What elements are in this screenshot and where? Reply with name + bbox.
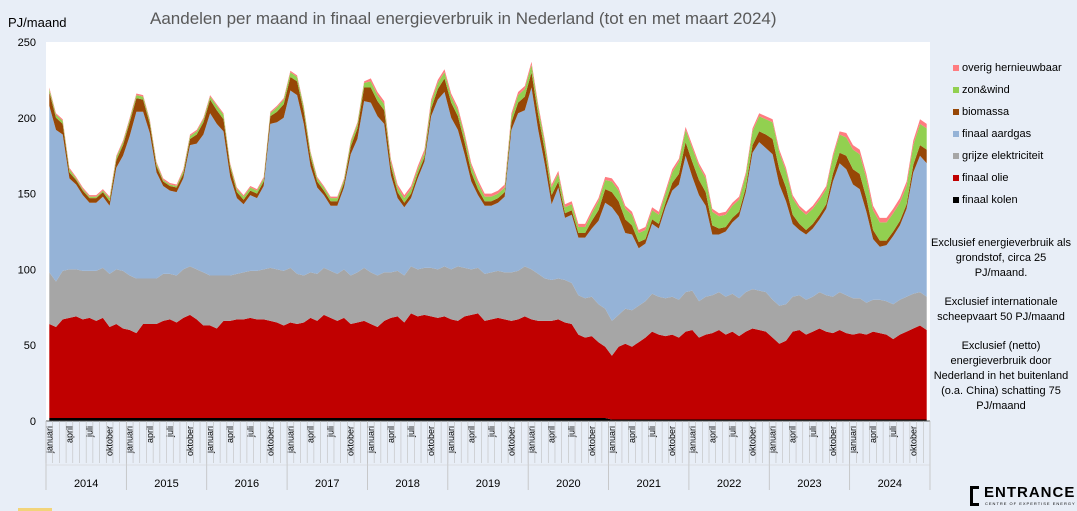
area-series-grijze-elektriciteit (49, 266, 927, 356)
x-month-label: april (386, 426, 396, 443)
x-year-label: 2014 (74, 478, 98, 490)
y-axis: 0 50 100 150 200 250 (18, 37, 36, 428)
x-month-label: juli (486, 426, 496, 438)
x-month-label: juli (888, 426, 898, 438)
x-month-label: oktober (587, 426, 597, 456)
area-series-zon-wind (49, 64, 927, 243)
legend-swatch-biomassa (953, 109, 959, 115)
x-month-label: juli (326, 426, 336, 438)
x-month-label: januari (848, 426, 858, 454)
x-month-label: oktober (908, 426, 918, 456)
y-tick-label: 150 (18, 189, 36, 201)
x-month-label: januari (607, 426, 617, 454)
chart-title: Aandelen per maand in finaal energieverb… (150, 9, 777, 28)
x-axis: januari april juli oktober januari april juli o… (44, 421, 931, 490)
x-month-label: april (627, 426, 637, 443)
legend-label-zon-wind: zon&wind (962, 84, 1010, 96)
x-month-label: juli (808, 426, 818, 438)
legend-label-overig-hernieuwbaar: overig hernieuwbaar (962, 62, 1062, 74)
legend-swatch-finaal-olie (953, 175, 959, 181)
x-year-label: 2023 (797, 478, 821, 490)
x-month-label: januari (768, 426, 778, 454)
legend-swatch-zon-wind (953, 87, 959, 93)
x-month-label: juli (245, 426, 255, 438)
x-month-label: oktober (748, 426, 758, 456)
x-month-label: april (788, 426, 798, 443)
x-year-label: 2021 (636, 478, 660, 490)
x-month-label: januari (44, 426, 54, 454)
x-year-label: 2019 (476, 478, 500, 490)
legend-label-biomassa: biomassa (962, 106, 1010, 118)
x-year-label: 2022 (717, 478, 741, 490)
x-month-label: oktober (346, 426, 356, 456)
x-month-label: januari (446, 426, 456, 454)
legend: overig hernieuwbaar zon&wind biomassa finaa… (953, 62, 1062, 206)
x-month-label: januari (687, 426, 697, 454)
area-series-finaal-aardgas (49, 87, 927, 321)
y-tick-label: 0 (30, 416, 36, 428)
x-year-label: 2018 (395, 478, 419, 490)
x-month-label: juli (647, 426, 657, 438)
logo-subtitle: CENTRE OF EXPERTISE ENERGY (985, 501, 1076, 506)
x-month-label: oktober (828, 426, 838, 456)
y-tick-label: 50 (24, 340, 36, 352)
x-month-label: juli (567, 426, 577, 438)
area-series-finaal-olie (49, 313, 927, 420)
note-abroad: Exclusief (netto) energieverbruik door N… (933, 340, 1069, 412)
x-month-label: juli (85, 426, 95, 438)
x-month-label: april (868, 426, 878, 443)
y-tick-label: 100 (18, 264, 36, 276)
x-month-label: oktober (185, 426, 195, 456)
x-month-label: april (547, 426, 557, 443)
legend-label-finaal-kolen: finaal kolen (962, 194, 1018, 206)
x-month-label: oktober (667, 426, 677, 456)
legend-swatch-grijze-elektriciteit (953, 153, 959, 159)
x-year-label: 2017 (315, 478, 339, 490)
series-areas (49, 61, 927, 421)
notes-panel: Exclusief energieverbruik als grondstof,… (928, 236, 1074, 428)
x-year-label: 2020 (556, 478, 580, 490)
x-month-label: april (306, 426, 316, 443)
x-month-label: april (466, 426, 476, 443)
x-month-label: april (145, 426, 155, 443)
logo-name: ENTRANCE (984, 484, 1076, 501)
x-month-label: oktober (506, 426, 516, 456)
x-year-label: 2024 (878, 478, 902, 490)
y-tick-label: 250 (18, 37, 36, 49)
note-shipping: Exclusief internationale scheepvaart 50 … (937, 296, 1065, 323)
legend-swatch-finaal-kolen (953, 197, 959, 203)
legend-swatch-finaal-aardgas (953, 131, 959, 137)
x-year-label: 2016 (235, 478, 259, 490)
x-month-label: juli (406, 426, 416, 438)
logo-bracket-icon (970, 486, 979, 506)
note-feedstock: Exclusief energieverbruik als grondstof,… (930, 237, 1071, 279)
x-month-label: januari (285, 426, 295, 454)
x-month-label: januari (366, 426, 376, 454)
x-month-label: juli (727, 426, 737, 438)
legend-label-finaal-olie: finaal olie (962, 172, 1008, 184)
y-tick-label: 200 (18, 113, 36, 125)
bottom-accent-bar (18, 508, 52, 511)
area-series-biomassa (49, 72, 927, 249)
x-year-label: 2015 (154, 478, 178, 490)
x-month-label: januari (527, 426, 537, 454)
x-month-label: oktober (265, 426, 275, 456)
x-month-label: april (64, 426, 74, 443)
x-month-label: oktober (426, 426, 436, 456)
x-month-label: januari (125, 426, 135, 454)
legend-label-finaal-aardgas: finaal aardgas (962, 128, 1032, 140)
x-month-label: april (225, 426, 235, 443)
x-month-label: juli (165, 426, 175, 438)
y-axis-label: PJ/maand (8, 15, 67, 30)
legend-swatch-overig-hernieuwbaar (953, 65, 959, 71)
x-month-label: januari (205, 426, 215, 454)
area-series-finaal-kolen (49, 418, 927, 421)
x-month-label: april (707, 426, 717, 443)
x-month-label: oktober (105, 426, 115, 456)
entrance-logo: ENTRANCE CENTRE OF EXPERTISE ENERGY (970, 484, 1076, 509)
legend-label-grijze-elektriciteit: grijze elektriciteit (962, 150, 1043, 162)
